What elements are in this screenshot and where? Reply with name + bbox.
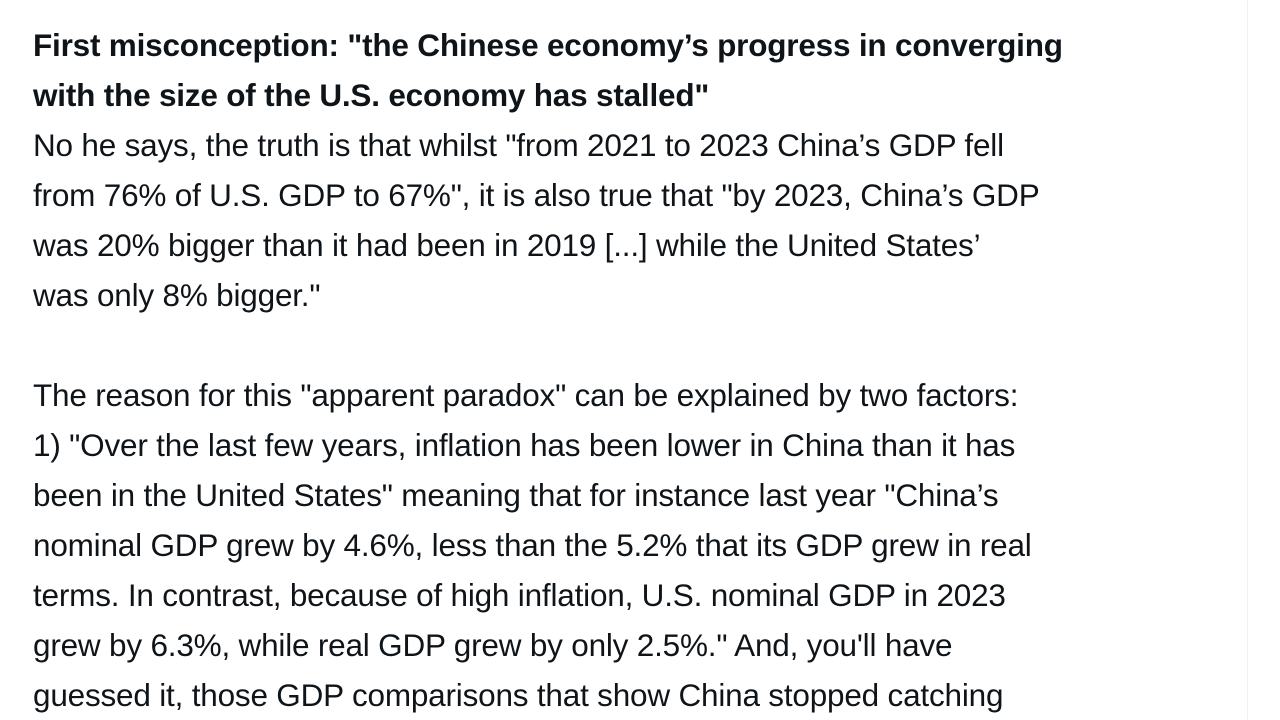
paragraph-line: was only 8% bigger." — [33, 277, 321, 313]
paragraph-line: guessed it, those GDP comparisons that s… — [33, 677, 1004, 713]
paragraph-line: terms. In contrast, because of high infl… — [33, 577, 1006, 613]
paragraph-line: nominal GDP grew by 4.6%, less than the … — [33, 527, 1032, 563]
paragraph-line: been in the United States" meaning that … — [33, 477, 999, 513]
paragraph-line: 1) "Over the last few years, inflation h… — [33, 427, 1016, 463]
heading-line: First misconception: "the Chinese econom… — [33, 27, 1063, 63]
paragraph-line: No he says, the truth is that whilst "fr… — [33, 127, 1004, 163]
post-body: First misconception: "the Chinese econom… — [33, 0, 1248, 720]
paragraph-line: grew by 6.3%, while real GDP grew by onl… — [33, 627, 953, 663]
paragraph-line: The reason for this "apparent paradox" c… — [33, 377, 1019, 413]
paragraph-line: was 20% bigger than it had been in 2019 … — [33, 227, 981, 263]
heading-line: with the size of the U.S. economy has st… — [33, 77, 710, 113]
paragraph-line: from 76% of U.S. GDP to 67%", it is also… — [33, 177, 1040, 213]
